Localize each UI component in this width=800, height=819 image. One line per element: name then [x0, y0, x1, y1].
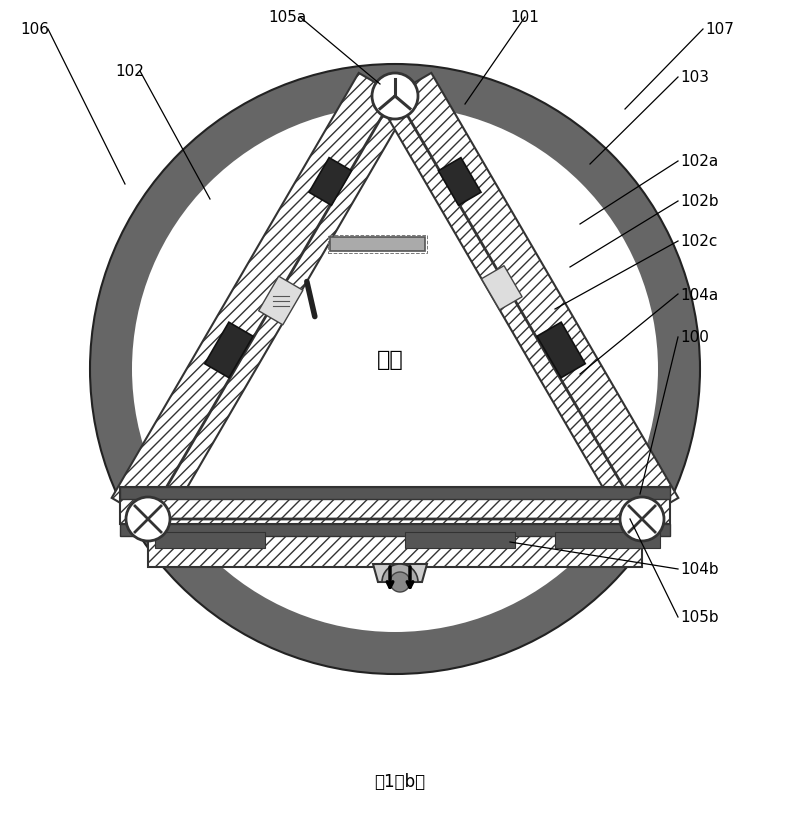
Text: 100: 100	[680, 330, 709, 345]
Text: 104b: 104b	[680, 562, 718, 577]
Bar	[120, 487, 670, 524]
Text: 104a: 104a	[680, 287, 718, 302]
Text: 103: 103	[680, 70, 709, 85]
Text: 102c: 102c	[680, 234, 718, 249]
Polygon shape	[537, 323, 586, 378]
Text: 102b: 102b	[680, 194, 718, 209]
Bar	[330, 238, 425, 251]
Polygon shape	[112, 74, 410, 528]
Text: 107: 107	[705, 22, 734, 38]
Text: 图1（b）: 图1（b）	[374, 772, 426, 790]
Circle shape	[90, 65, 700, 674]
Text: 102a: 102a	[680, 154, 718, 170]
Circle shape	[126, 497, 170, 541]
Bar	[328, 236, 427, 254]
Text: 106: 106	[20, 22, 49, 38]
Polygon shape	[373, 564, 427, 582]
Polygon shape	[482, 266, 522, 310]
Wedge shape	[382, 564, 418, 582]
Text: 102: 102	[115, 65, 144, 79]
Polygon shape	[438, 158, 481, 206]
Bar	[555, 532, 660, 549]
Text: 105a: 105a	[268, 11, 306, 25]
Polygon shape	[379, 74, 678, 528]
Polygon shape	[205, 323, 253, 378]
Circle shape	[372, 74, 418, 120]
Bar	[120, 487, 670, 500]
Polygon shape	[148, 95, 642, 519]
Text: 105b: 105b	[680, 610, 718, 625]
Bar	[120, 524, 670, 536]
Text: 101: 101	[510, 11, 539, 25]
Polygon shape	[258, 277, 303, 325]
Polygon shape	[148, 497, 642, 568]
Text: 电池: 电池	[377, 350, 403, 369]
Circle shape	[390, 572, 410, 592]
Bar	[155, 532, 265, 549]
Circle shape	[620, 497, 664, 541]
Bar	[405, 532, 515, 549]
Circle shape	[132, 106, 658, 632]
Polygon shape	[309, 158, 351, 206]
